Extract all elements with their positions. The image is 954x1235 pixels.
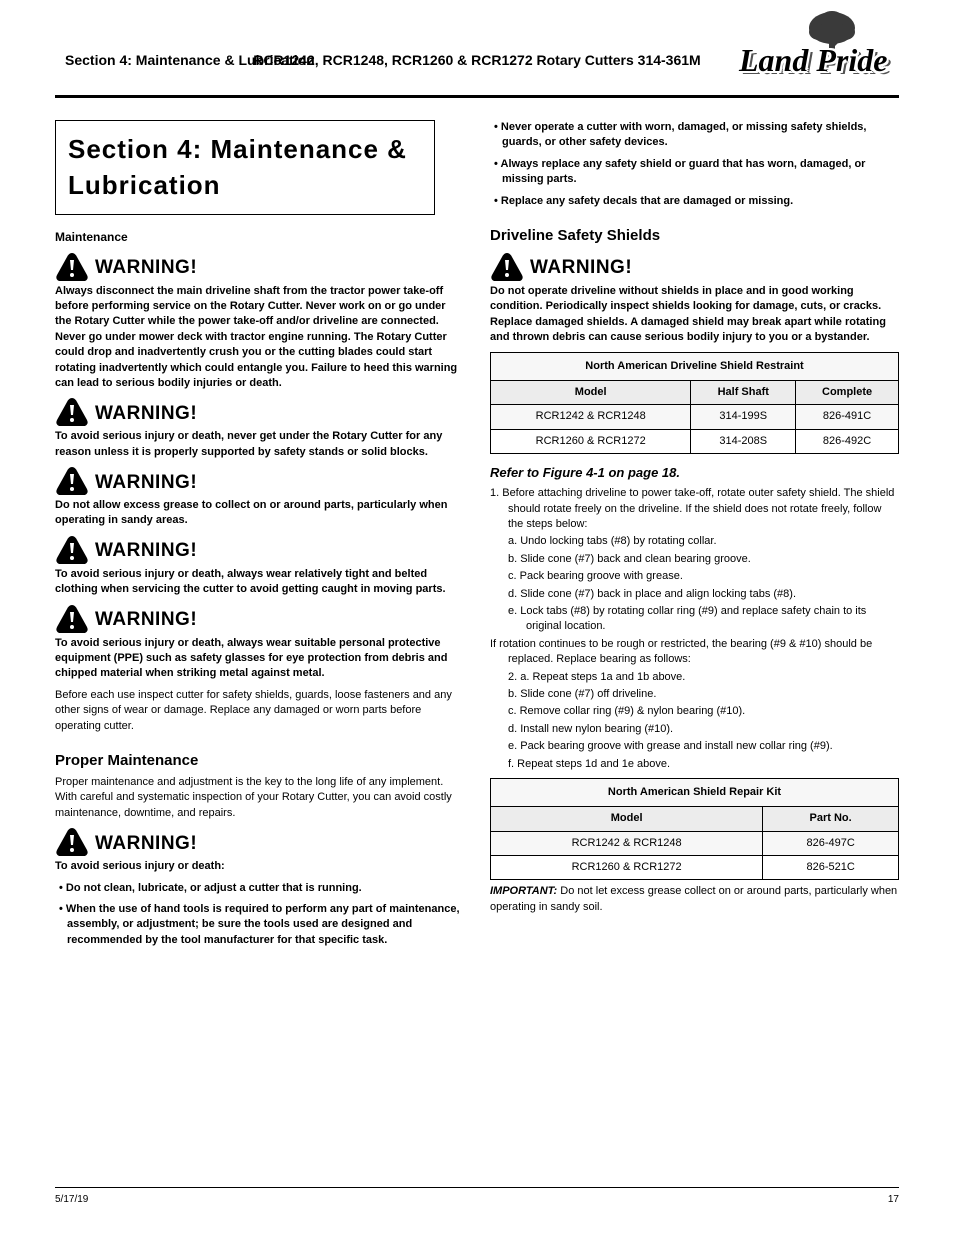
left-column: Section 4: Maintenance & Lubrication Mai…: [55, 120, 464, 954]
page-header: Section 4: Maintenance & Lubrication RCR…: [55, 40, 899, 95]
warning-text: To avoid serious injury or death, always…: [55, 567, 464, 598]
list-item: 1. Before attaching driveline to power t…: [490, 486, 899, 532]
table-cell: RCR1260 & RCR1272: [491, 429, 691, 453]
table-header: Model: [491, 807, 763, 831]
list-item: c. Pack bearing groove with grease.: [490, 569, 899, 584]
warning-icon: [55, 466, 89, 496]
table-header: Part No.: [763, 807, 899, 831]
warning-block: WARNING!: [55, 466, 464, 496]
table-repair-kit: North American Shield Repair Kit Model P…: [490, 778, 899, 881]
table-cell: 826-497C: [763, 831, 899, 855]
table-cell: 314-199S: [691, 405, 796, 429]
table-row: RCR1242 & RCR1248314-199S826-491C: [491, 405, 899, 429]
warning-block: WARNING!: [55, 604, 464, 634]
warning-label: WARNING!: [95, 255, 197, 282]
warning-block: WARNING!: [55, 827, 464, 857]
table-header: Half Shaft: [691, 380, 796, 404]
table-title: North American Driveline Shield Restrain…: [491, 352, 899, 380]
section-title: Section 4: Maintenance & Lubrication: [55, 120, 435, 215]
table-cell: 826-492C: [796, 429, 899, 453]
warning-label: WARNING!: [95, 470, 197, 497]
right-column: • Never operate a cutter with worn, dama…: [490, 120, 899, 954]
warning-block: WARNING!: [55, 397, 464, 427]
warning-text: Do not operate driveline without shields…: [490, 284, 899, 346]
table-cell: RCR1242 & RCR1248: [491, 405, 691, 429]
warning-text: Always disconnect the main driveline sha…: [55, 284, 464, 392]
table-cell: RCR1260 & RCR1272: [491, 856, 763, 880]
table-row: RCR1260 & RCR1272314-208S826-492C: [491, 429, 899, 453]
table-driveline-shield: North American Driveline Shield Restrain…: [490, 352, 899, 455]
warning-label: WARNING!: [95, 607, 197, 634]
footer: 5/17/19 17: [55, 1187, 899, 1205]
warning-label: WARNING!: [95, 538, 197, 565]
warning-bullet: • Never operate a cutter with worn, dama…: [490, 120, 899, 151]
list-item: b. Slide cone (#7) off driveline.: [490, 687, 899, 702]
table-cell: RCR1242 & RCR1248: [491, 831, 763, 855]
warning-bullet: • When the use of hand tools is required…: [55, 902, 464, 948]
list-item: e. Lock tabs (#8) by rotating collar rin…: [490, 604, 899, 635]
warning-block: WARNING!: [490, 252, 899, 282]
list-item: f. Repeat steps 1d and 1e above.: [490, 757, 899, 772]
footer-divider: [55, 1187, 899, 1188]
table-title: North American Shield Repair Kit: [491, 778, 899, 806]
list-item: If rotation continues to be rough or res…: [490, 637, 899, 668]
warning-block: WARNING!: [55, 252, 464, 282]
table-row: RCR1260 & RCR1272826-521C: [491, 856, 899, 880]
warning-bullet: • Replace any safety decals that are dam…: [490, 194, 899, 209]
warning-icon: [55, 604, 89, 634]
subheading: Refer to Figure 4-1 on page 18.: [490, 464, 899, 482]
table-header: Model: [491, 380, 691, 404]
warning-icon: [490, 252, 524, 282]
list-item: e. Pack bearing groove with grease and i…: [490, 739, 899, 754]
warning-bullet: • Always replace any safety shield or gu…: [490, 157, 899, 188]
warning-block: WARNING!: [55, 535, 464, 565]
table-row: RCR1242 & RCR1248826-497C: [491, 831, 899, 855]
body-text: Before each use inspect cutter for safet…: [55, 688, 464, 734]
table-header: Complete: [796, 380, 899, 404]
table-cell: 826-521C: [763, 856, 899, 880]
important-note: IMPORTANT: Do not let excess grease coll…: [490, 884, 899, 915]
footer-date: 5/17/19: [55, 1194, 88, 1205]
list-item: d. Install new nylon bearing (#10).: [490, 722, 899, 737]
list-item: b. Slide cone (#7) back and clean bearin…: [490, 552, 899, 567]
heading-maintenance: Proper Maintenance: [55, 750, 464, 771]
warning-icon: [55, 535, 89, 565]
table-cell: 314-208S: [691, 429, 796, 453]
list-item: c. Remove collar ring (#9) & nylon beari…: [490, 704, 899, 719]
list-item: 2. a. Repeat steps 1a and 1b above.: [490, 670, 899, 685]
warning-label: WARNING!: [530, 255, 632, 282]
heading-shields: Driveline Safety Shields: [490, 225, 899, 246]
table-cell: 826-491C: [796, 405, 899, 429]
warning-label: WARNING!: [95, 401, 197, 428]
warning-bullet: • Do not clean, lubricate, or adjust a c…: [55, 881, 464, 896]
warning-icon: [55, 397, 89, 427]
warning-icon: [55, 252, 89, 282]
subtitle: Maintenance: [55, 229, 464, 246]
header-divider: [55, 95, 899, 98]
warning-icon: [55, 827, 89, 857]
list-item: a. Undo locking tabs (#8) by rotating co…: [490, 534, 899, 549]
warning-text: To avoid serious injury or death, never …: [55, 429, 464, 460]
warning-text: Do not allow excess grease to collect on…: [55, 498, 464, 529]
brand-logo: Land Pride: [739, 12, 899, 92]
warning-text: To avoid serious injury or death:: [55, 859, 464, 874]
brand-text: Land Pride: [739, 42, 887, 79]
body-text: Proper maintenance and adjustment is the…: [55, 775, 464, 821]
warning-text: To avoid serious injury or death, always…: [55, 636, 464, 682]
content-columns: Section 4: Maintenance & Lubrication Mai…: [55, 120, 899, 954]
list-item: d. Slide cone (#7) back in place and ali…: [490, 587, 899, 602]
important-label: IMPORTANT:: [490, 885, 557, 897]
warning-label: WARNING!: [95, 831, 197, 858]
footer-page: 17: [888, 1194, 899, 1205]
